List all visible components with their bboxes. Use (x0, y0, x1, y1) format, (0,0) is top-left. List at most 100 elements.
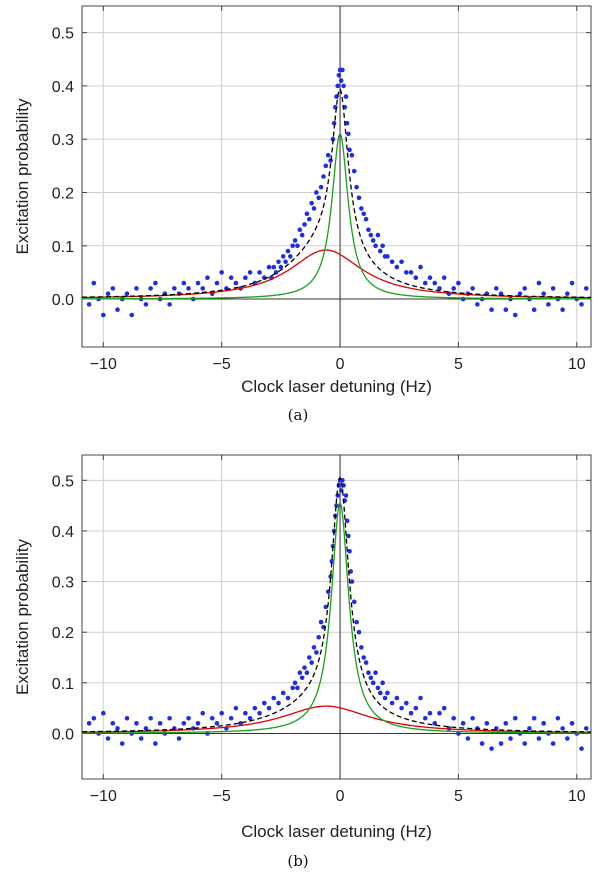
data-point (329, 559, 335, 564)
data-point (456, 731, 461, 736)
data-point (148, 286, 153, 291)
data-point (323, 163, 329, 169)
plot-frame (81, 5, 592, 348)
data-point (344, 120, 350, 126)
x-tick-label: 10 (568, 788, 586, 805)
fit-curve-red (82, 249, 591, 299)
data-point (413, 705, 419, 711)
y-tick-label: 0.4 (52, 524, 74, 541)
data-point (330, 136, 336, 142)
y-tick-label: 0.0 (52, 726, 74, 743)
data-point (346, 533, 351, 539)
data-point (335, 83, 340, 89)
data-point (404, 270, 409, 275)
data-point (162, 731, 168, 736)
data-point (583, 726, 589, 731)
data-point (432, 721, 438, 726)
fit-curve-green (82, 501, 591, 734)
fit-curve-green (82, 132, 591, 300)
data-point (115, 307, 120, 313)
data-point (195, 280, 201, 286)
data-point (195, 721, 201, 726)
data-point (292, 680, 298, 686)
data-point (550, 286, 556, 291)
data-point (404, 700, 409, 706)
data-point (243, 710, 248, 716)
y-tick-label: 0.3 (52, 575, 74, 592)
data-point (399, 259, 404, 265)
data-point (382, 695, 388, 701)
data-point (422, 280, 428, 286)
data-point (105, 736, 111, 741)
data-point (309, 200, 314, 206)
data-point (394, 695, 400, 701)
data-point (494, 286, 499, 291)
x-tick-label: −5 (213, 356, 231, 373)
data-point (257, 710, 262, 716)
data-point (214, 721, 220, 726)
data-point (278, 264, 284, 270)
data-point (441, 275, 447, 281)
data-point (555, 715, 561, 721)
data-point (451, 715, 456, 721)
data-point (541, 721, 546, 726)
data-point (340, 67, 345, 73)
data-point (323, 604, 329, 610)
chart-panel-a: −10 −5 0 5 10 0.0 0.1 0.2 0.3 0.4 0.5 Clock laser d… (13, 5, 592, 424)
data-point (560, 726, 565, 731)
data-point (349, 579, 355, 584)
data-point (302, 665, 307, 670)
y-tick-label: 0.2 (52, 185, 74, 202)
data-point (336, 72, 342, 78)
data-point (91, 715, 97, 721)
y-tick-label: 0.1 (52, 239, 74, 256)
data-point (266, 705, 272, 711)
data-point (110, 286, 116, 291)
data-point (86, 721, 92, 726)
data-point (366, 227, 371, 233)
data-point (408, 710, 414, 716)
data-point (531, 715, 537, 721)
data-point (375, 232, 381, 238)
data-point (124, 715, 130, 721)
data-point (508, 736, 513, 741)
data-point (325, 152, 331, 158)
data-point (252, 705, 258, 711)
data-point (261, 700, 267, 706)
data-point (385, 254, 390, 259)
data-point (356, 195, 362, 201)
data-point (347, 147, 352, 153)
y-axis-title: Excitation probability (13, 539, 32, 695)
data-point (101, 710, 106, 716)
data-point (517, 291, 523, 297)
data-point (295, 685, 300, 691)
data-point (330, 543, 336, 549)
data-point (119, 741, 125, 746)
data-point (359, 206, 364, 211)
data-point (579, 746, 584, 751)
y-axis-title: Excitation probability (13, 98, 32, 254)
data-point (304, 670, 310, 675)
data-point (304, 211, 310, 217)
data-point (219, 710, 224, 716)
data-point (349, 152, 355, 158)
data-point (101, 312, 106, 318)
data-point (309, 660, 314, 665)
data-point (550, 741, 556, 746)
data-point (200, 286, 206, 291)
data-point (311, 645, 317, 650)
data-point (413, 275, 419, 281)
data-point (205, 275, 210, 281)
data-point (314, 650, 319, 655)
data-point (456, 280, 461, 286)
data-point (408, 270, 414, 275)
data-point (280, 254, 286, 259)
data-point (377, 690, 383, 696)
data-point (333, 104, 338, 110)
data-points-series (86, 67, 589, 318)
data-point (341, 83, 346, 89)
data-point (370, 680, 376, 686)
data-point (583, 286, 589, 291)
data-point (351, 599, 357, 605)
data-point (346, 131, 351, 137)
